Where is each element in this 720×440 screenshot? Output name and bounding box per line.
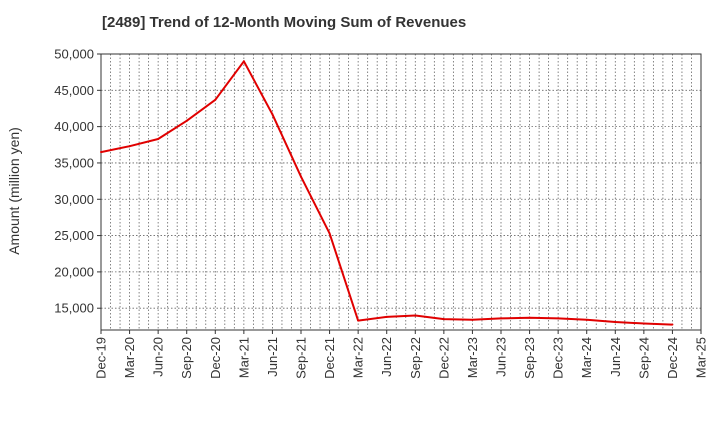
x-tick-label: Mar-24 [579, 337, 594, 378]
data-point [157, 137, 160, 140]
x-tick-label: Mar-23 [465, 337, 480, 378]
x-tick-label: Jun-21 [265, 337, 280, 377]
data-point [185, 119, 188, 122]
data-point [585, 318, 588, 321]
x-tick-label: Dec-21 [322, 337, 337, 379]
x-tick-label: Jun-23 [494, 337, 509, 377]
y-tick-label: 20,000 [54, 264, 94, 279]
y-tick-label: 45,000 [54, 83, 94, 98]
y-tick-label: 50,000 [54, 47, 94, 62]
y-tick-label: 25,000 [54, 228, 94, 243]
y-tick-label: 30,000 [54, 192, 94, 207]
data-point [642, 322, 645, 325]
data-point [500, 317, 502, 320]
x-tick-label: Mar-22 [351, 337, 366, 378]
y-axis-label: Amount (million yen) [6, 127, 22, 255]
data-point [271, 113, 274, 116]
x-tick-label: Sep-20 [179, 337, 194, 379]
y-tick-label: 15,000 [54, 301, 94, 316]
y-tick-label: 35,000 [54, 155, 94, 170]
data-point [614, 321, 617, 324]
data-point [328, 232, 331, 235]
data-point [128, 145, 131, 148]
series-layer [100, 60, 674, 326]
data-point [357, 319, 360, 322]
x-tick-label: Dec-24 [665, 337, 680, 379]
x-tick-label: Mar-25 [694, 337, 709, 378]
plot-frame [100, 53, 702, 331]
x-tick-label: Dec-22 [436, 337, 451, 379]
axes: 15,000 20,000 25,000 30,000 35,000 40,000 45,0… [54, 47, 708, 379]
x-tick-label: Jun-24 [608, 337, 623, 377]
x-tick-label: Mar-20 [122, 337, 137, 378]
data-point [557, 317, 560, 320]
grid [101, 53, 701, 330]
x-tick-label: Sep-23 [522, 337, 537, 379]
data-point [471, 318, 474, 321]
x-tick-label: Sep-21 [294, 337, 309, 379]
x-tick-label: Jun-20 [151, 337, 166, 377]
x-tick-label: Sep-22 [408, 337, 423, 379]
data-point [414, 314, 417, 317]
x-tick-label: Dec-23 [551, 337, 566, 379]
data-point [385, 315, 388, 318]
chart-title: [2489] Trend of 12-Month Moving Sum of R… [102, 14, 467, 31]
data-point [671, 323, 674, 326]
data-point [100, 151, 102, 154]
x-tick-label: Sep-24 [636, 337, 651, 379]
data-point [442, 318, 445, 321]
x-tick-label: Dec-19 [94, 337, 109, 379]
data-point [214, 98, 217, 101]
data-point [300, 175, 302, 178]
data-point [528, 316, 531, 319]
x-tick-label: Dec-20 [208, 337, 223, 379]
y-tick-label: 40,000 [54, 119, 94, 134]
data-point [242, 60, 245, 63]
x-tick-label: Mar-21 [236, 337, 251, 378]
x-tick-label: Jun-22 [379, 337, 394, 377]
